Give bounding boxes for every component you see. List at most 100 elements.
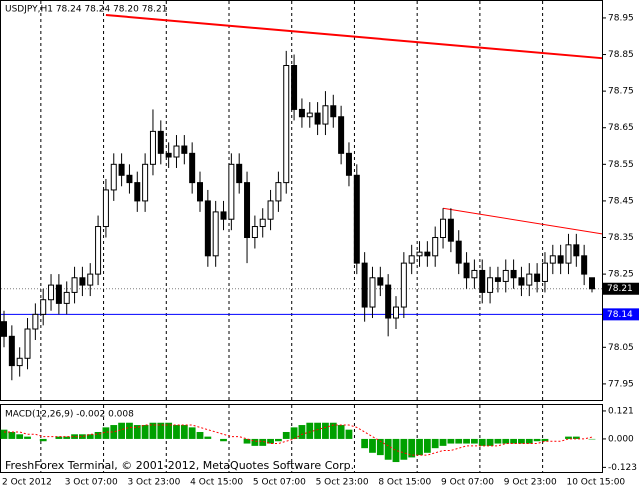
candle-body: [589, 277, 595, 290]
macd-bar: [376, 438, 384, 456]
candle-body: [416, 251, 423, 257]
macd-bar: [400, 438, 408, 460]
price-label: 78.14: [607, 310, 633, 320]
candle-body: [322, 105, 329, 125]
y-tick-label: 78.65: [608, 123, 634, 133]
macd-bar: [329, 422, 337, 439]
trendline: [442, 207, 603, 235]
candle-body: [212, 211, 219, 257]
candle-body: [377, 277, 384, 286]
candle-body: [283, 65, 290, 184]
candle-body: [494, 277, 501, 282]
candle-body: [267, 200, 274, 220]
candle-body: [228, 163, 235, 220]
macd-bar: [79, 434, 86, 439]
macd-bar: [494, 438, 502, 444]
candle-body: [79, 277, 86, 286]
macd-bar: [572, 436, 580, 439]
macd-bar: [369, 438, 376, 453]
macd-bar: [86, 434, 94, 439]
candle-body: [291, 65, 298, 110]
candle-body: [173, 145, 180, 158]
macd-bar: [267, 438, 274, 444]
macd-bar: [39, 438, 47, 442]
candle-body: [32, 313, 39, 330]
candle-body: [298, 108, 305, 118]
candle-body: [408, 255, 415, 264]
candle-body: [353, 174, 360, 264]
candle-body: [345, 152, 352, 176]
candle-body: [534, 273, 541, 282]
macd-bar: [439, 438, 447, 446]
candle-body: [510, 269, 517, 279]
macd-bar: [71, 434, 78, 439]
macd-y-tick-label: 0.121: [608, 406, 634, 416]
chart-title: USDJPY,H1 78.24 78.24 78.20 78.21: [5, 5, 167, 15]
price-label: 78.21: [607, 284, 633, 294]
macd-bar: [275, 438, 282, 442]
macd-bar: [533, 438, 541, 442]
macd-bar: [133, 425, 141, 439]
macd-bar: [180, 425, 188, 439]
macd-bar: [196, 431, 204, 439]
candle-body: [259, 218, 266, 228]
x-tick-label: 5 Oct 23:00: [316, 478, 369, 488]
x-tick-label: 9 Oct 07:00: [441, 478, 494, 488]
trendline: [105, 14, 603, 60]
candle-body: [87, 273, 94, 286]
candle-body: [440, 218, 447, 239]
macd-signal: [4, 424, 593, 456]
candle-body: [134, 182, 141, 202]
candle-body: [48, 284, 55, 301]
candle-body: [181, 145, 188, 154]
macd-bar: [102, 427, 110, 439]
macd-bar: [431, 438, 439, 449]
macd-bar: [314, 422, 321, 439]
candle-body: [71, 277, 78, 293]
macd-bar: [502, 438, 510, 444]
price-label-box: [603, 282, 639, 295]
candle-body: [244, 182, 251, 239]
candle-body: [330, 105, 337, 118]
macd-bar: [149, 422, 157, 439]
macd-bar: [565, 436, 572, 439]
candle-body: [581, 255, 588, 275]
candle-body: [479, 269, 486, 293]
macd-bar: [306, 422, 314, 439]
candle-body: [236, 163, 243, 184]
macd-bar: [541, 438, 549, 442]
candle-body: [126, 174, 133, 184]
candle-body: [197, 182, 203, 202]
candle-body: [518, 277, 525, 286]
macd-bar: [141, 425, 149, 439]
candle-body: [549, 255, 556, 264]
footer: FreshForex Terminal, © 2001-2012, MetaQu…: [5, 459, 354, 472]
candle-body: [55, 284, 62, 304]
candle-body: [557, 255, 564, 264]
y-tick-label: 78.45: [608, 196, 634, 206]
y-tick-label: 78.05: [608, 343, 634, 353]
x-tick-label: 5 Oct 07:00: [253, 478, 306, 488]
macd-bar: [345, 429, 353, 439]
macd-bar: [510, 438, 517, 444]
macd-bar: [518, 438, 525, 444]
macd-bar: [447, 438, 455, 444]
candle-body: [400, 262, 407, 308]
macd-bar: [0, 429, 8, 439]
candle-body: [487, 277, 494, 293]
macd-bar: [384, 438, 392, 460]
candle-body: [393, 306, 399, 319]
macd-bar: [188, 427, 196, 439]
candle-body: [471, 269, 478, 279]
macd-bar: [118, 422, 125, 439]
candle-body: [8, 335, 15, 367]
macd-bar: [486, 438, 494, 446]
macd-bar: [251, 438, 259, 446]
macd-bar: [173, 425, 180, 439]
macd-bar: [94, 431, 102, 439]
candle-body: [189, 152, 196, 184]
x-tick-label: 9 Oct 23:00: [504, 478, 557, 488]
candle-body: [526, 273, 533, 286]
candle-body: [220, 211, 227, 220]
